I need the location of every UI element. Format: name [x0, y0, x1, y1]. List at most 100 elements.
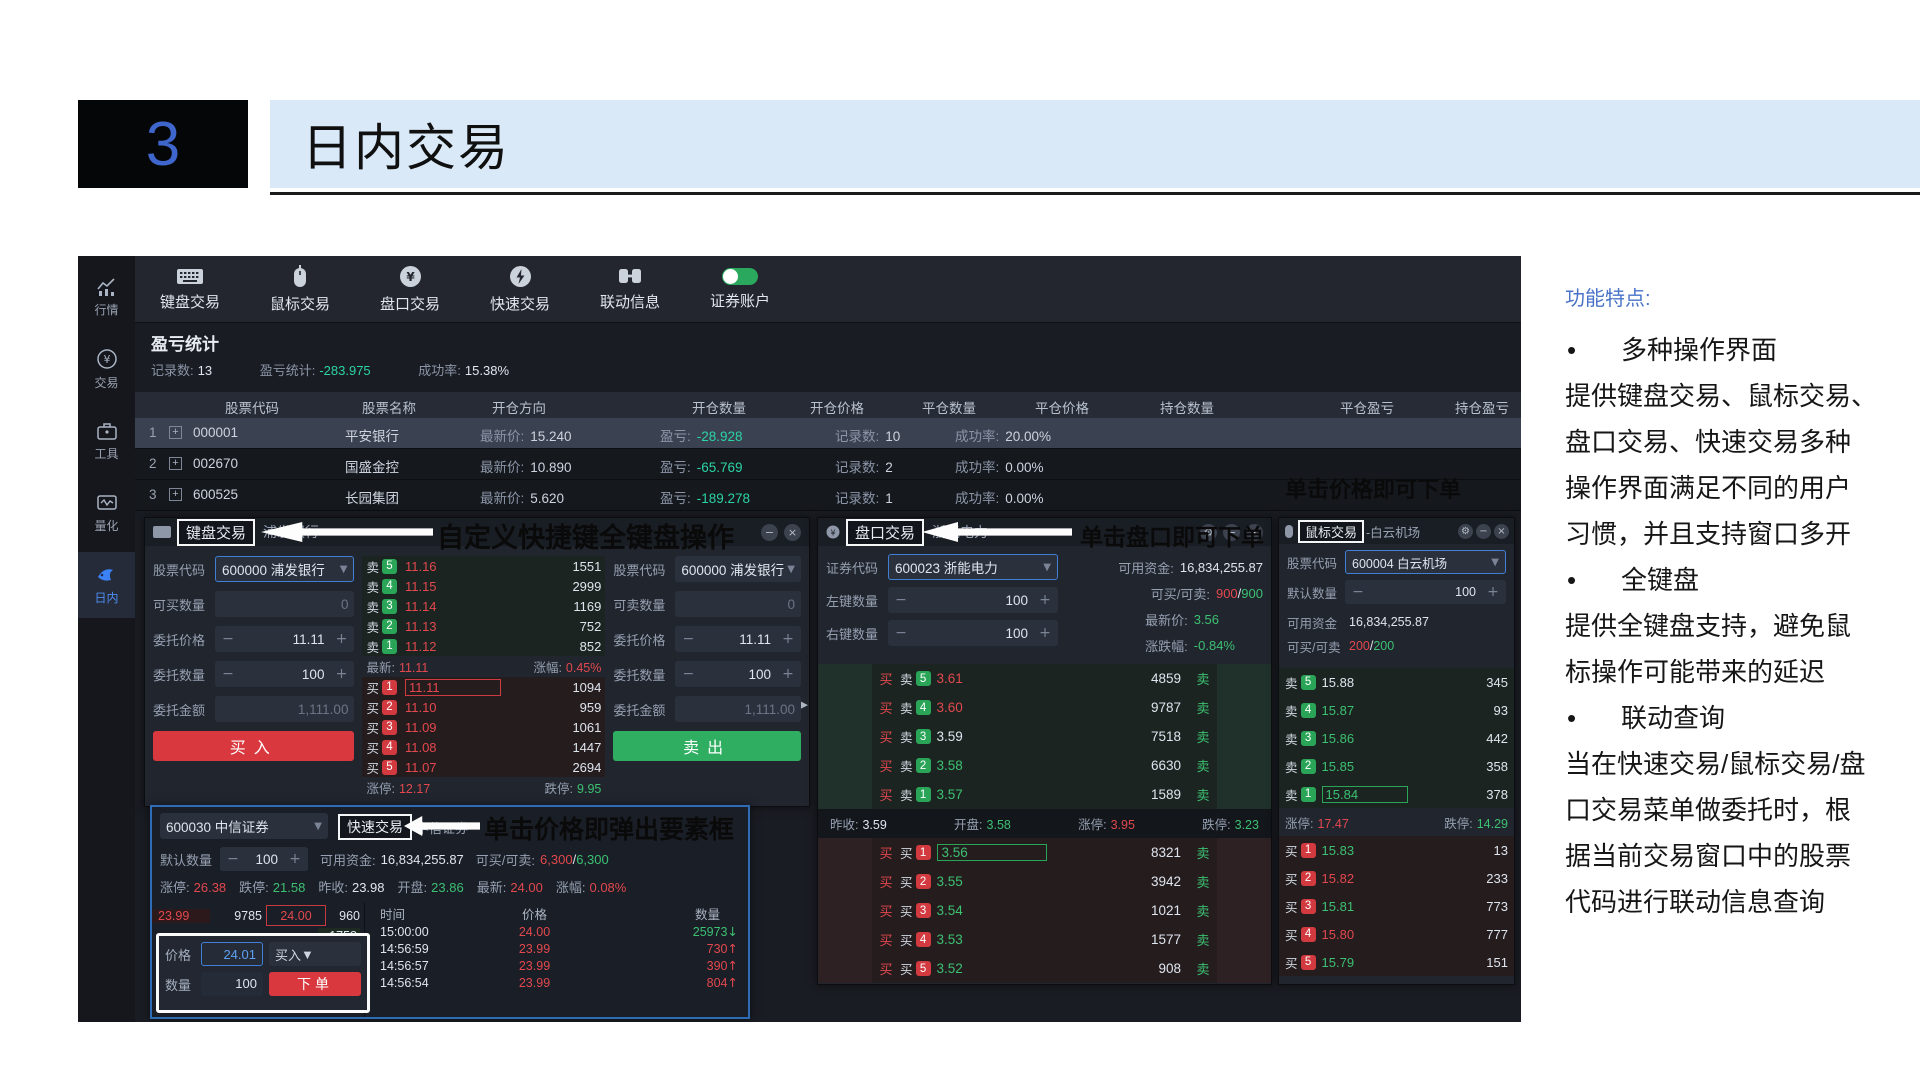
right-click-qty-stepper[interactable]: − 100 +: [888, 620, 1058, 646]
book-price[interactable]: 3.53: [936, 932, 963, 947]
bid-row[interactable]: 买 买 4 3.53 1577 卖: [818, 925, 1271, 954]
minus-icon[interactable]: −: [1352, 584, 1364, 600]
depth-cell[interactable]: [1217, 693, 1271, 722]
bid-price[interactable]: 23.99: [152, 908, 210, 923]
book-price[interactable]: 15.82: [1321, 870, 1355, 886]
quick-sell-button[interactable]: 卖: [1196, 759, 1210, 774]
quick-buy-button[interactable]: 买: [879, 875, 893, 890]
depth-cell[interactable]: [1217, 664, 1271, 693]
minus-icon[interactable]: −: [682, 666, 695, 682]
book-price[interactable]: 3.61: [936, 671, 963, 686]
quick-buy-button[interactable]: 买: [879, 701, 893, 716]
quick-sell-button[interactable]: 卖: [1196, 672, 1210, 687]
book-price[interactable]: 15.87: [1321, 702, 1355, 718]
book-price[interactable]: 3.58: [936, 758, 963, 773]
left-click-qty-value[interactable]: 100: [1005, 592, 1028, 608]
quick-buy-button[interactable]: 买: [879, 759, 893, 774]
depth-cell[interactable]: [1217, 925, 1271, 954]
bid-row[interactable]: 买 3 15.81 773: [1279, 892, 1514, 920]
col-header[interactable]: 平仓价格: [1035, 401, 1089, 416]
col-header[interactable]: 平仓盈亏: [1340, 401, 1394, 416]
plus-icon[interactable]: +: [335, 666, 348, 682]
close-icon[interactable]: ×: [1246, 523, 1263, 541]
order-qty-stepper[interactable]: − 100 +: [675, 661, 801, 687]
depth-cell[interactable]: [818, 867, 872, 896]
plus-icon[interactable]: +: [1039, 592, 1051, 608]
scroll-right-icon[interactable]: ▶: [799, 698, 808, 711]
gear-icon[interactable]: ⚙: [1200, 523, 1217, 541]
book-price[interactable]: 15.86: [1321, 730, 1355, 746]
book-price[interactable]: 3.55: [936, 874, 963, 889]
ask-row[interactable]: 买 卖 2 3.58 6630 卖: [818, 751, 1271, 780]
book-price[interactable]: 11.10: [404, 699, 437, 715]
minimize-icon[interactable]: −: [761, 523, 778, 541]
col-header[interactable]: 开仓价格: [810, 401, 864, 416]
sidebar-item-trade[interactable]: ¥ 交易: [78, 336, 135, 402]
book-price[interactable]: 3.60: [936, 700, 963, 715]
book-price[interactable]: 11.09: [404, 719, 437, 735]
book-price[interactable]: 3.52: [936, 961, 963, 976]
stock-code-select[interactable]: 600000 浦发银行 ▼: [215, 556, 355, 582]
depth-cell[interactable]: [818, 780, 872, 809]
toolbar-account-toggle-button[interactable]: 证券账户: [685, 256, 795, 322]
toolbar-mouse-trade-button[interactable]: 鼠标交易: [245, 256, 355, 322]
panel-titlebar[interactable]: ¥ 盘口交易 浙能电力 ⚙ − ×: [818, 518, 1271, 546]
book-price[interactable]: 15.80: [1321, 926, 1355, 942]
depth-cell[interactable]: [1217, 838, 1271, 867]
book-price[interactable]: 3.57: [936, 787, 963, 802]
depth-cell[interactable]: [818, 722, 872, 751]
depth-cell[interactable]: [818, 751, 872, 780]
ask-row[interactable]: 买 卖 5 3.61 4859 卖: [818, 664, 1271, 693]
toolbar-orderbook-trade-button[interactable]: ¥ 盘口交易: [355, 256, 465, 322]
col-header[interactable]: 开仓数量: [692, 401, 746, 416]
bid-row[interactable]: 买 5 15.79 151: [1279, 948, 1514, 976]
book-price[interactable]: 11.13: [404, 618, 437, 634]
toggle-on-icon[interactable]: [722, 267, 758, 285]
left-click-qty-stepper[interactable]: − 100 +: [888, 587, 1058, 613]
quick-sell-button[interactable]: 卖: [1196, 904, 1210, 919]
bid-row[interactable]: 买 1 15.83 13: [1279, 836, 1514, 864]
plus-icon[interactable]: +: [335, 631, 348, 647]
sell-button[interactable]: 卖出: [613, 731, 801, 761]
col-header[interactable]: 股票代码: [225, 401, 279, 416]
panel-titlebar[interactable]: 键盘交易 浦发银行 − ×: [145, 518, 809, 546]
price-input[interactable]: 24.01: [201, 942, 263, 966]
book-price[interactable]: 11.11: [404, 678, 501, 696]
order-price-value[interactable]: 11.11: [739, 631, 771, 647]
default-qty-value[interactable]: 100: [1455, 585, 1476, 599]
sidebar-item-intraday[interactable]: 日内: [78, 552, 135, 618]
sidebar-item-market[interactable]: 行情: [78, 264, 135, 330]
quick-sell-button[interactable]: 卖: [1196, 701, 1210, 716]
minus-icon[interactable]: −: [222, 666, 234, 682]
ask-row[interactable]: 买 卖 1 3.57 1589 卖: [818, 780, 1271, 809]
ask-row[interactable]: 卖 3 11.14 1169: [362, 596, 606, 616]
close-icon[interactable]: ×: [784, 523, 801, 541]
order-price-stepper[interactable]: − 11.11 +: [675, 626, 801, 652]
depth-cell[interactable]: [818, 954, 872, 983]
depth-cell[interactable]: [1217, 722, 1271, 751]
bid-row[interactable]: 买 5 11.07 2694: [362, 757, 606, 777]
quick-sell-button[interactable]: 卖: [1196, 788, 1210, 803]
book-price[interactable]: 15.88: [1321, 674, 1355, 690]
stock-code-select[interactable]: 600004 白云机场 ▼: [1345, 550, 1506, 574]
bid-row[interactable]: 买 买 2 3.55 3942 卖: [818, 867, 1271, 896]
book-price[interactable]: 15.83: [1321, 842, 1355, 858]
depth-cell[interactable]: [818, 693, 872, 722]
ask-row[interactable]: 卖 5 11.16 1551: [362, 556, 606, 576]
expand-icon[interactable]: [169, 426, 182, 439]
gear-icon[interactable]: ⚙: [1458, 523, 1473, 539]
ask-row[interactable]: 卖 3 15.86 442: [1279, 724, 1514, 752]
col-header[interactable]: 持仓盈亏: [1455, 401, 1509, 416]
side-select[interactable]: 买入 ▼: [269, 942, 361, 966]
ask-row[interactable]: 卖 2 11.13 752: [362, 616, 606, 636]
sidebar-item-quant[interactable]: 量化: [78, 480, 135, 546]
quick-buy-button[interactable]: 买: [879, 962, 893, 977]
book-price[interactable]: 11.15: [404, 578, 437, 594]
minimize-icon[interactable]: −: [1476, 523, 1491, 539]
default-qty-stepper[interactable]: −100 +: [220, 847, 309, 871]
minus-icon[interactable]: −: [682, 631, 695, 647]
quick-sell-button[interactable]: 卖: [1196, 730, 1210, 745]
quick-buy-button[interactable]: 买: [879, 788, 893, 803]
ask-row[interactable]: 卖 1 15.84 378: [1279, 780, 1514, 808]
plus-icon[interactable]: +: [782, 666, 794, 682]
